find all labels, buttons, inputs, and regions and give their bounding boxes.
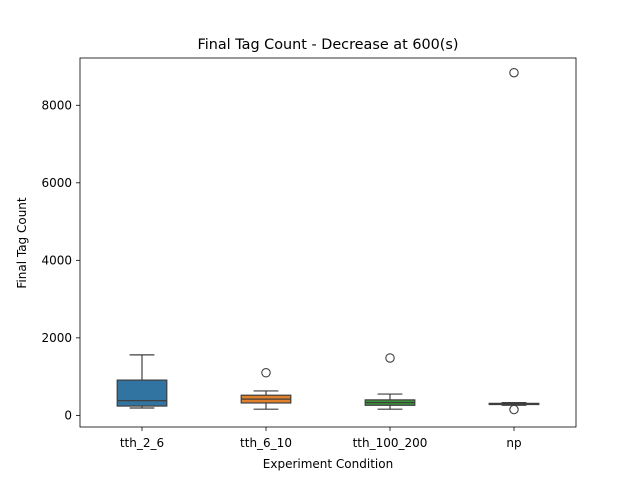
y-tick-label: 8000 — [41, 98, 72, 112]
plot-layer: 0 2000 4000 6000 8000 tth_2_6 tth_6_10 tth_100_… — [41, 67, 540, 450]
y-tick-label: 6000 — [41, 176, 72, 190]
y-tick-label: 4000 — [41, 253, 72, 267]
outlier-point — [385, 353, 395, 363]
x-axis-label: Experiment Condition — [263, 457, 393, 471]
plot-frame — [79, 57, 577, 428]
y-tick-label: 2000 — [41, 331, 72, 345]
outlier-point — [509, 404, 519, 415]
box-tth_2_6 — [116, 379, 168, 407]
y-tick-label: 0 — [64, 408, 72, 422]
x-tick-label: np — [506, 436, 521, 450]
x-tick-label: tth_2_6 — [120, 436, 164, 450]
x-tick-label: tth_6_10 — [240, 436, 292, 450]
chart-title: Final Tag Count - Decrease at 600(s) — [197, 37, 458, 53]
outlier-point — [261, 367, 271, 378]
x-tick-label: tth_100_200 — [353, 436, 428, 450]
outlier-point — [509, 67, 519, 78]
y-axis-label: Final Tag Count — [15, 197, 29, 289]
